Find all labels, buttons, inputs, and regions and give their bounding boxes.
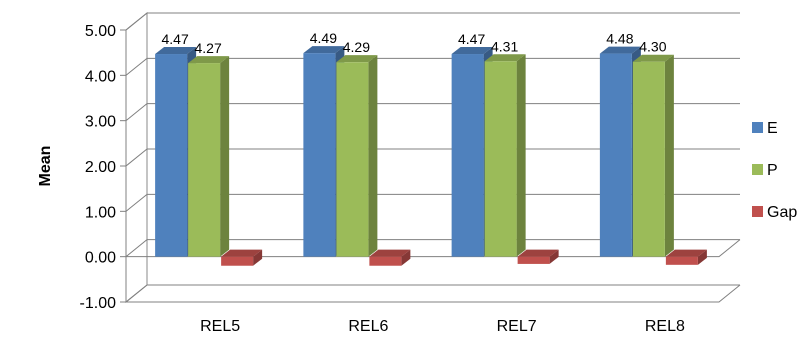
y-tick-label: 2.00 — [85, 159, 116, 176]
data-label: 4.47 — [162, 31, 189, 47]
x-tick-label: REL7 — [497, 318, 537, 335]
gridline — [125, 193, 740, 212]
y-tick-label: -1.00 — [80, 295, 117, 312]
data-label: 4.27 — [195, 40, 222, 56]
bar-p-rel6 — [336, 62, 369, 257]
bar-p-side — [664, 54, 674, 257]
bar-p-rel5 — [188, 63, 221, 257]
gridline — [125, 103, 740, 122]
chart-floor — [125, 30, 741, 303]
bar-gap-top — [221, 249, 263, 257]
data-labels: 4.47 4.27 4.49 4.29 4.47 4.31 4.48 4.30 — [162, 30, 667, 56]
bar-gap-rel6 — [369, 256, 402, 266]
x-tick-label: REL5 — [200, 318, 240, 335]
bar-e-rel6 — [303, 53, 336, 257]
legend-swatch-e — [752, 122, 763, 133]
y-tick-label: 1.00 — [85, 204, 116, 221]
bar-p-rel7 — [484, 61, 517, 257]
bar-p-top — [336, 55, 378, 63]
zero-baseline — [126, 239, 741, 258]
data-label: 4.29 — [343, 39, 370, 55]
legend-label-p: P — [767, 162, 778, 179]
data-label: 4.31 — [491, 38, 518, 54]
bar-gap-side — [697, 249, 707, 265]
bar-gap-top — [665, 249, 707, 257]
y-tick-label: 0.00 — [85, 250, 116, 267]
bar-gap-top — [517, 249, 559, 257]
x-tick-label: REL6 — [348, 318, 388, 335]
data-label: 4.48 — [606, 31, 633, 47]
y-axis-ticks — [120, 29, 126, 303]
bar-p-top — [484, 54, 526, 62]
legend: E P Gap — [752, 120, 797, 221]
bar-gap-rel8 — [665, 256, 698, 265]
y-axis-tick-labels: 5.00 4.00 3.00 2.00 1.00 0.00 -1.00 — [80, 23, 117, 312]
bar-e-rel7 — [451, 54, 484, 257]
bar-e-rel8 — [599, 53, 632, 257]
data-label: 4.30 — [639, 39, 666, 55]
bar-gap-side — [549, 249, 559, 264]
bar-p-top — [188, 56, 230, 64]
x-tick-label: REL8 — [645, 318, 685, 335]
bar-gap-side — [401, 249, 411, 266]
bar-e-top — [303, 46, 345, 54]
legend-label-e: E — [767, 120, 778, 137]
gridline — [125, 239, 740, 258]
bar-gap-rel7 — [517, 256, 550, 264]
legend-label-gap: Gap — [767, 204, 797, 221]
y-axis-title: Mean — [37, 146, 54, 187]
x-axis-tick-labels: REL5 REL6 REL7 REL8 — [200, 318, 685, 335]
gridline — [125, 12, 740, 31]
bar-p-rel8 — [632, 61, 665, 257]
gridlines — [125, 12, 740, 303]
data-label: 4.49 — [310, 30, 337, 46]
bar-series — [155, 46, 707, 266]
y-tick-label: 3.00 — [85, 114, 116, 131]
legend-swatch-p — [752, 164, 763, 175]
legend-swatch-gap — [752, 206, 763, 217]
y-tick-label: 4.00 — [85, 68, 116, 85]
bar-gap-top — [369, 249, 411, 257]
bar-p-side — [220, 56, 230, 257]
bar-e-top — [155, 47, 197, 55]
bar-p-top — [632, 54, 674, 62]
data-label: 4.47 — [458, 31, 485, 47]
bar-gap-side — [253, 249, 263, 266]
gridline — [125, 57, 740, 76]
gridline — [125, 148, 740, 167]
bar-e-top — [451, 47, 493, 55]
bar-p-side — [516, 54, 526, 257]
bar-e-top — [599, 46, 641, 54]
bar-e-rel5 — [155, 54, 188, 257]
bar-p-side — [368, 55, 378, 257]
y-tick-label: 5.00 — [85, 23, 116, 40]
floor-edge — [126, 284, 741, 303]
gridline — [125, 284, 740, 303]
bar-gap-rel5 — [221, 256, 254, 266]
